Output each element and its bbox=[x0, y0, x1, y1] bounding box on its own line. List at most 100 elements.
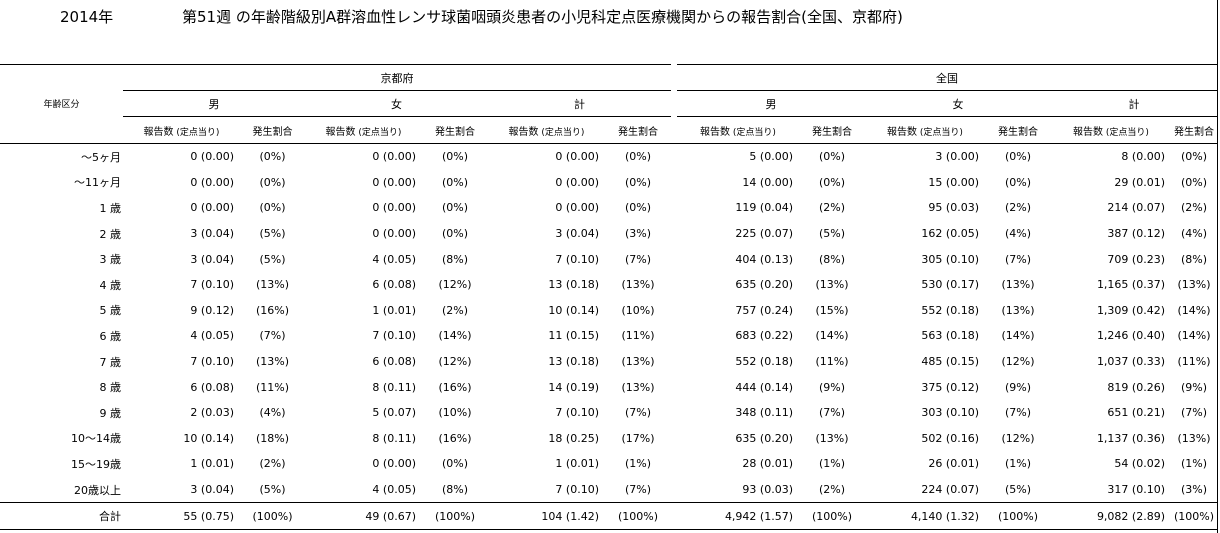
rate-cell: (7%) bbox=[624, 483, 652, 497]
report-count-cell: 3 (0.00) bbox=[935, 150, 979, 164]
per-sentinel-label: (定点当り) bbox=[917, 127, 963, 138]
table-row: 5 歳 9 (0.12) (16%) 1 (0.01) (2%) 10 (0.14) (10… bbox=[0, 298, 1217, 324]
age-group-label: ～11ヶ月 bbox=[74, 176, 121, 190]
report-count-cell: 5 (0.00) bbox=[749, 150, 793, 164]
report-count-cell: 444 (0.14) bbox=[735, 380, 793, 394]
rate-cell: (13%) bbox=[621, 380, 655, 394]
subheader-row: 報告数 (定点当り) 発生割合 報告数 (定点当り) 発生割合 報告数 (定点当り) 発生… bbox=[0, 116, 1218, 144]
row-header-label: 年齢区分 bbox=[43, 100, 80, 110]
report-count-label: 報告数 bbox=[143, 126, 174, 138]
report-count-cell: 635 (0.20) bbox=[735, 431, 793, 445]
rate-cell: (14%) bbox=[438, 329, 472, 343]
rate-cell: (5%) bbox=[1004, 483, 1032, 497]
rate-cell: (11%) bbox=[255, 380, 290, 394]
report-count-header: 報告数 (定点当り) bbox=[1051, 116, 1171, 144]
total-row: 合計 55 (0.75) (100%) 49 (0.67) (100%) 104 (1.4… bbox=[0, 502, 1218, 531]
rate-cell: (0%) bbox=[441, 227, 469, 241]
rate-cell: (9%) bbox=[818, 380, 846, 394]
age-group-label: 1 歳 bbox=[99, 201, 122, 215]
rate-header: 発生割合 bbox=[422, 116, 488, 144]
rate-cell: (8%) bbox=[818, 252, 846, 266]
report-count-cell: 4 (0.05) bbox=[190, 329, 234, 343]
rate-cell: (4%) bbox=[1181, 227, 1208, 241]
report-count-cell: 683 (0.22) bbox=[735, 329, 793, 343]
per-sentinel-label: (定点当り) bbox=[730, 127, 776, 138]
report-count-cell: 8 (0.11) bbox=[372, 431, 416, 445]
rate-cell: (100%) bbox=[799, 502, 865, 531]
report-count-cell: 4 (0.05) bbox=[372, 252, 416, 266]
rate-cell: (7%) bbox=[1181, 406, 1208, 420]
age-group-label: 4 歳 bbox=[99, 278, 122, 292]
age-group-label: 7 歳 bbox=[99, 355, 122, 369]
report-count-cell: 375 (0.12) bbox=[921, 380, 979, 394]
rate-cell: (0%) bbox=[441, 150, 469, 164]
report-count-cell: 6 (0.08) bbox=[372, 278, 416, 292]
rate-cell: (0%) bbox=[818, 175, 846, 189]
rate-cell: (0%) bbox=[441, 201, 469, 215]
age-group-label: 15～19歳 bbox=[71, 457, 121, 471]
report-count-cell: 651 (0.21) bbox=[1107, 406, 1165, 420]
age-group-label: 6 歳 bbox=[99, 329, 122, 343]
rate-cell: (2%) bbox=[818, 483, 846, 497]
rate-cell: (100%) bbox=[422, 502, 488, 531]
rate-cell: (7%) bbox=[624, 406, 652, 420]
report-count-header: 報告数 (定点当り) bbox=[305, 116, 422, 144]
table-row: ～11ヶ月 0 (0.00) (0%) 0 (0.00) (0%) 0 (0.00) (0%… bbox=[0, 170, 1217, 196]
rate-cell: (11%) bbox=[1177, 355, 1211, 369]
report-count-cell: 4,140 (1.32) bbox=[865, 502, 985, 531]
report-count-cell: 6 (0.08) bbox=[372, 355, 416, 369]
region-header: 全国 bbox=[677, 64, 1218, 91]
report-count-cell: 404 (0.13) bbox=[735, 252, 793, 266]
per-sentinel-label: (定点当り) bbox=[538, 127, 585, 138]
rate-cell: (13%) bbox=[1001, 303, 1035, 317]
report-count-cell: 7 (0.10) bbox=[555, 252, 599, 266]
rate-cell: (8%) bbox=[441, 252, 469, 266]
rate-header: 発生割合 bbox=[799, 116, 865, 144]
report-count-header: 報告数 (定点当り) bbox=[865, 116, 985, 144]
report-count-cell: 224 (0.07) bbox=[921, 483, 979, 497]
report-count-cell: 8 (0.00) bbox=[1121, 150, 1165, 164]
rate-cell: (15%) bbox=[815, 303, 849, 317]
table-body: ～5ヶ月 0 (0.00) (0%) 0 (0.00) (0%) 0 (0.00) (0%)… bbox=[0, 144, 1218, 531]
rate-cell: (2%) bbox=[818, 201, 846, 215]
report-count-cell: 4 (0.05) bbox=[372, 483, 416, 497]
year-label: 2014年 bbox=[60, 8, 114, 26]
rate-cell: (13%) bbox=[621, 278, 655, 292]
report-count-cell: 348 (0.11) bbox=[735, 406, 793, 420]
rate-cell: (0%) bbox=[1181, 175, 1208, 189]
report-count-cell: 7 (0.10) bbox=[372, 329, 416, 343]
table-row: 1 歳 0 (0.00) (0%) 0 (0.00) (0%) 0 (0.00) (0%) 1… bbox=[0, 195, 1217, 221]
report-count-cell: 6 (0.08) bbox=[190, 380, 234, 394]
rate-cell: (1%) bbox=[1181, 457, 1208, 471]
rate-cell: (10%) bbox=[438, 406, 472, 420]
table-row: 20歳以上 3 (0.04) (5%) 4 (0.05) (8%) 7 (0.10) (7%… bbox=[0, 477, 1217, 503]
sex-header: 女 bbox=[305, 90, 488, 117]
report-count-cell: 819 (0.26) bbox=[1107, 380, 1165, 394]
age-group-label: 8 歳 bbox=[99, 381, 122, 395]
report-count-cell: 0 (0.00) bbox=[372, 201, 416, 215]
report-count-cell: 119 (0.04) bbox=[735, 201, 793, 215]
rate-cell: (0%) bbox=[1004, 175, 1032, 189]
rate-cell: (13%) bbox=[255, 355, 290, 369]
report-count-cell: 317 (0.10) bbox=[1107, 483, 1165, 497]
report-count-header: 報告数 (定点当り) bbox=[488, 116, 605, 144]
age-group-label: 9 歳 bbox=[99, 406, 122, 420]
rate-cell: (5%) bbox=[818, 227, 846, 241]
report-count-label: 報告数 bbox=[1073, 126, 1104, 138]
rate-cell: (10%) bbox=[621, 303, 655, 317]
rate-cell: (7%) bbox=[1004, 406, 1032, 420]
report-count-cell: 7 (0.10) bbox=[555, 406, 599, 420]
report-count-cell: 2 (0.03) bbox=[190, 406, 234, 420]
rate-cell: (100%) bbox=[605, 502, 671, 531]
rate-cell: (7%) bbox=[624, 252, 652, 266]
rate-cell: (1%) bbox=[624, 457, 652, 471]
report-count-cell: 502 (0.16) bbox=[921, 431, 979, 445]
report-count-cell: 10 (0.14) bbox=[183, 431, 234, 445]
rate-cell: (7%) bbox=[818, 406, 846, 420]
age-group-label: 20歳以上 bbox=[74, 483, 121, 497]
report-count-cell: 0 (0.00) bbox=[190, 150, 234, 164]
rate-cell: (1%) bbox=[1004, 457, 1032, 471]
report-count-cell: 49 (0.67) bbox=[305, 502, 422, 531]
sex-header: 女 bbox=[865, 90, 1051, 117]
rate-cell: (18%) bbox=[255, 431, 290, 445]
